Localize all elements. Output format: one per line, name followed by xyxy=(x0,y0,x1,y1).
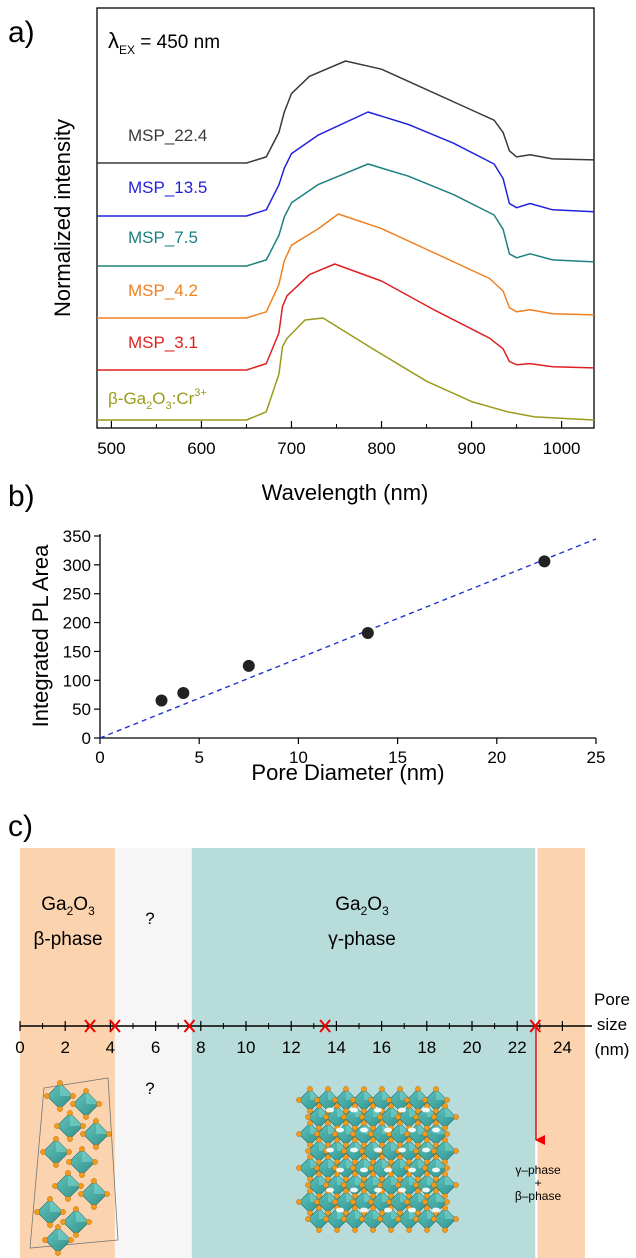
panel-b-x-tick-label: 0 xyxy=(95,748,104,767)
series-label: MSP_4.2 xyxy=(128,281,198,300)
pore-axis-tick-label: 4 xyxy=(106,1038,115,1057)
mixed-label-beta: β–phase xyxy=(515,1189,562,1203)
pore-axis-tick-label: 22 xyxy=(508,1038,527,1057)
beta-crystal-structure-illustration xyxy=(29,1077,119,1256)
panel-b-y-axis-label: Integrated PL Area xyxy=(28,544,53,727)
panel-b-y-tick-label: 300 xyxy=(63,556,91,575)
sample-marker-x xyxy=(183,1019,196,1033)
panel-b-y-tick-label: 200 xyxy=(63,614,91,633)
panel-a-x-ticks: 500 600 700 800 900 1000 xyxy=(97,421,581,458)
panel-b-y-tick-label: 250 xyxy=(63,585,91,604)
beta-formula: Ga2O3 xyxy=(41,894,95,918)
panel-a-x-tick-label: 700 xyxy=(277,439,305,458)
pore-axis-tick-label: 12 xyxy=(282,1038,301,1057)
unknown-mark-bottom: ? xyxy=(145,1079,154,1098)
panel-b-y-tick-label: 350 xyxy=(63,527,91,546)
gamma-formula: Ga2O3 xyxy=(335,894,389,918)
panel-b-points xyxy=(155,555,551,707)
panel-b-y-tick-label: 100 xyxy=(63,671,91,690)
sample-marker-x xyxy=(109,1019,121,1033)
panel-b-letter: b) xyxy=(8,480,35,513)
pore-axis-tick-label: 20 xyxy=(463,1038,482,1057)
panel-a-chart: 500 600 700 800 900 1000 MSP_22.4MSP_13.5MSP_… xyxy=(50,7,595,505)
data-point xyxy=(155,694,168,707)
panel-a-x-tick-label: 500 xyxy=(97,439,125,458)
mixed-label-plus: + xyxy=(534,1176,541,1190)
panel-b-x-tick-label: 15 xyxy=(388,748,407,767)
panel-c-letter: c) xyxy=(8,810,33,843)
spectrum-line xyxy=(97,111,595,217)
panel-b-x-tick-label: 20 xyxy=(487,748,506,767)
panel-b-y-tick-label: 50 xyxy=(72,700,91,719)
series-label: MSP_22.4 xyxy=(128,126,207,145)
spectrum-line xyxy=(97,263,595,371)
panel-a-x-tick-label: 1000 xyxy=(543,439,581,458)
panel-b-fit-line xyxy=(99,538,597,739)
series-label-bga2o3: β-Ga2O3:Cr3+ xyxy=(108,387,207,412)
pore-axis-tick-label: 6 xyxy=(151,1038,160,1057)
phase-region-unknown xyxy=(114,848,192,1258)
pore-axis-title-line1: Pore xyxy=(594,990,630,1009)
panel-a-series xyxy=(97,60,595,421)
data-point xyxy=(361,626,374,639)
pore-axis-title-line2: size xyxy=(597,1015,627,1034)
panel-b-y-tick-label: 150 xyxy=(63,642,91,661)
pore-axis-title-line3: (nm) xyxy=(595,1040,630,1059)
panel-b-x-tick-label: 25 xyxy=(587,748,606,767)
phase-region-mixed xyxy=(537,848,585,1258)
beta-phase-label: β-phase xyxy=(33,929,102,950)
pore-axis-tick-label: 2 xyxy=(60,1038,69,1057)
phase-diagram: Ga2O3 β-phase Ga2O3 γ-phase ? ? 0 2 4 6 8 10 1… xyxy=(15,848,630,1258)
panel-b-x-axis-label: Pore Diameter (nm) xyxy=(251,760,444,785)
spectrum-line xyxy=(97,317,595,421)
data-point xyxy=(242,659,255,672)
series-label: MSP_7.5 xyxy=(128,228,198,247)
sample-marker-x xyxy=(319,1019,331,1033)
panel-a-x-axis-label: Wavelength (nm) xyxy=(262,480,429,505)
sample-marker-x xyxy=(84,1019,96,1033)
spectrum-line xyxy=(97,163,595,267)
pore-axis-tick-label: 16 xyxy=(372,1038,391,1057)
panel-b-y-tick-label: 0 xyxy=(82,729,91,748)
pore-axis-tick-label: 10 xyxy=(237,1038,256,1057)
panel-a-series-labels: MSP_22.4 MSP_13.5 MSP_7.5 MSP_4.2 MSP_3.1 β-G… xyxy=(108,126,207,412)
pore-axis-tick-label: 0 xyxy=(15,1038,24,1057)
pore-axis-tick-label: 24 xyxy=(553,1038,572,1057)
panel-a-x-tick-label: 800 xyxy=(367,439,395,458)
pore-axis-tick-label: 14 xyxy=(327,1038,346,1057)
mixed-label-gamma: γ–phase xyxy=(515,1163,561,1177)
data-point xyxy=(177,686,190,699)
panel-a-x-tick-label: 600 xyxy=(187,439,215,458)
series-label: MSP_13.5 xyxy=(128,178,207,197)
panel-a-letter: a) xyxy=(8,16,35,49)
unknown-mark-top: ? xyxy=(145,909,154,928)
pore-size-axis: 0 2 4 6 8 10 12 14 16 18 20 22 24 xyxy=(15,1019,592,1057)
panel-b-x-tick-label: 10 xyxy=(289,748,308,767)
spectrum-line xyxy=(97,213,595,319)
spectrum-line xyxy=(97,60,595,164)
panel-b-x-tick-label: 5 xyxy=(194,748,203,767)
phase-regions xyxy=(20,848,585,1258)
data-point xyxy=(538,555,551,568)
panel-a-frame xyxy=(96,7,595,429)
panel-a-x-tick-label: 900 xyxy=(457,439,485,458)
series-label: MSP_3.1 xyxy=(128,333,198,352)
gamma-phase-label: γ-phase xyxy=(328,929,396,950)
pore-axis-tick-label: 18 xyxy=(417,1038,436,1057)
gamma-crystal-structure-illustration xyxy=(296,1086,459,1233)
panel-a-y-axis-label: Normalized intensity xyxy=(50,119,75,317)
excitation-annotation: λEX = 450 nm xyxy=(108,28,220,57)
pore-axis-tick-label: 8 xyxy=(196,1038,205,1057)
